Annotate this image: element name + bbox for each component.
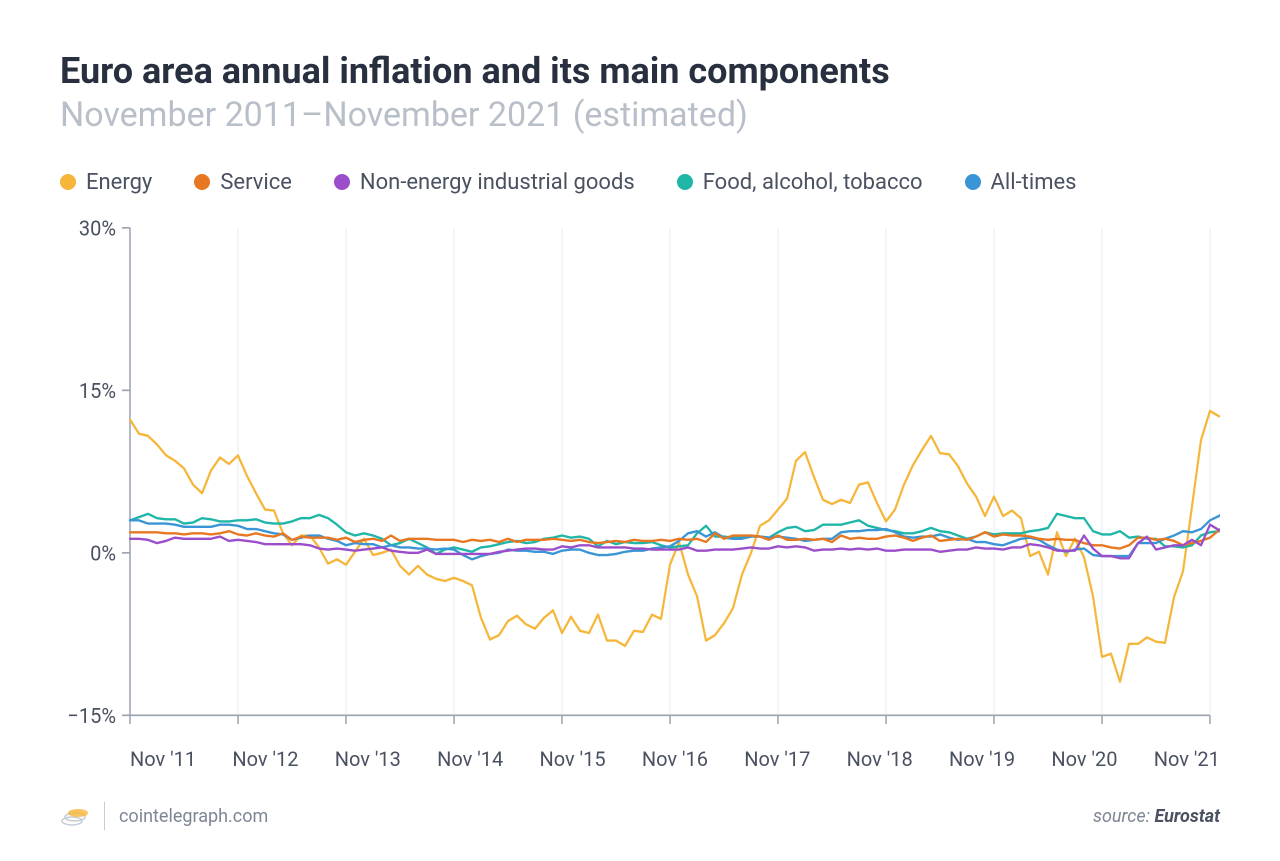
x-tick-label: Nov '18	[847, 747, 913, 771]
x-tick-label: Nov '16	[642, 747, 708, 771]
legend-item: Non-energy industrial goods	[334, 170, 635, 195]
footer-divider	[104, 802, 105, 830]
x-tick-label: Nov '13	[335, 747, 401, 771]
footer: cointelegraph.com source: Eurostat	[60, 801, 1220, 831]
chart-title: Euro area annual inflation and its main …	[60, 50, 1220, 93]
legend-dot-icon	[60, 174, 76, 190]
svg-text:0%: 0%	[90, 542, 116, 567]
source-name: Eurostat	[1154, 806, 1220, 827]
x-tick-label: Nov '11	[130, 747, 196, 771]
svg-text:−15%: −15%	[67, 704, 116, 729]
legend-label: Non-energy industrial goods	[360, 170, 635, 195]
footer-source: source: Eurostat	[1093, 806, 1220, 827]
source-label: source:	[1093, 806, 1154, 827]
legend-dot-icon	[965, 174, 981, 190]
x-tick-label: Nov '21	[1154, 747, 1220, 771]
legend-dot-icon	[334, 174, 350, 190]
legend-item: Food, alcohol, tobacco	[677, 170, 923, 195]
legend: Energy Service Non-energy industrial goods…	[60, 170, 1220, 195]
legend-item: Energy	[60, 170, 152, 195]
chart-subtitle: November 2011–November 2021 (estimated)	[60, 95, 1220, 136]
x-tick-label: Nov '15	[540, 747, 606, 771]
legend-label: All-times	[991, 170, 1077, 195]
legend-label: Service	[220, 170, 292, 195]
x-tick-label: Nov '19	[949, 747, 1015, 771]
legend-item: All-times	[965, 170, 1077, 195]
svg-text:15%: 15%	[79, 379, 116, 404]
legend-dot-icon	[677, 174, 693, 190]
legend-item: Service	[194, 170, 292, 195]
legend-label: Energy	[86, 170, 152, 195]
legend-dot-icon	[194, 174, 210, 190]
footer-site: cointelegraph.com	[119, 806, 268, 827]
chart-area: −15% 0% 15% 30%	[60, 217, 1220, 737]
x-tick-label: Nov '14	[437, 747, 503, 771]
legend-label: Food, alcohol, tobacco	[703, 170, 923, 195]
x-tick-label: Nov '17	[744, 747, 810, 771]
cointelegraph-logo-icon	[60, 801, 90, 831]
line-chart: −15% 0% 15% 30%	[60, 217, 1220, 737]
x-axis-labels: Nov '11 Nov '12 Nov '13 Nov '14 Nov '15 Nov '…	[130, 747, 1220, 771]
x-tick-label: Nov '12	[232, 747, 298, 771]
x-tick-label: Nov '20	[1051, 747, 1117, 771]
svg-text:30%: 30%	[79, 217, 116, 242]
